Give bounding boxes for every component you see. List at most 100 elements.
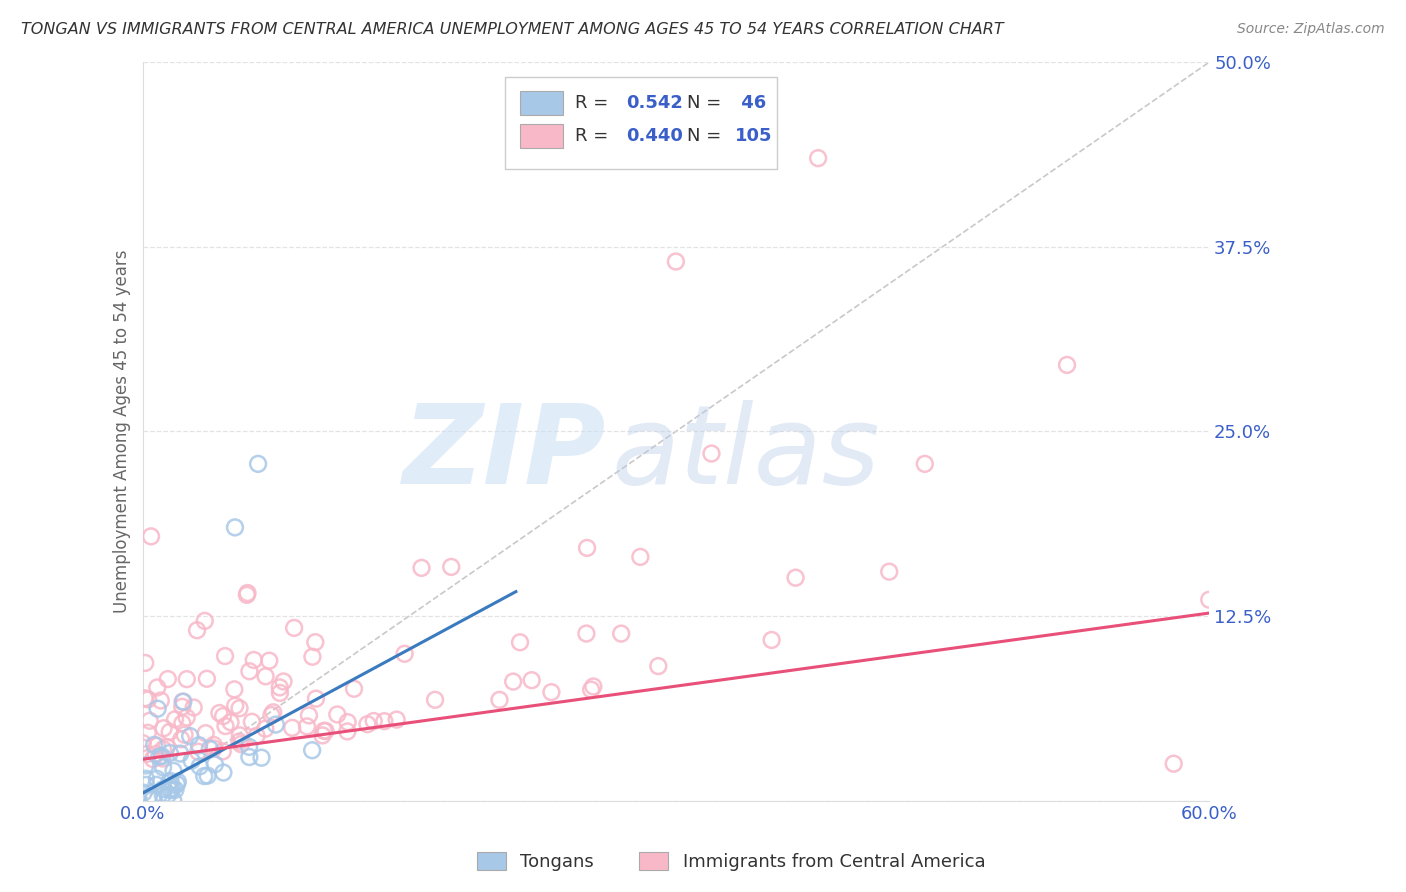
Point xyxy=(194,614,217,628)
Point xyxy=(914,457,936,471)
Point xyxy=(540,685,562,699)
Point xyxy=(269,686,291,700)
Point xyxy=(165,712,187,726)
Point xyxy=(208,706,231,720)
Point xyxy=(236,586,259,600)
Point xyxy=(238,665,260,679)
Point xyxy=(143,738,166,752)
Point xyxy=(250,750,273,764)
Point xyxy=(132,736,155,750)
Point xyxy=(877,565,900,579)
Point xyxy=(785,571,807,585)
Point xyxy=(281,721,304,735)
Point xyxy=(305,691,328,706)
FancyBboxPatch shape xyxy=(505,77,778,169)
Point xyxy=(142,789,165,804)
Point xyxy=(139,529,162,543)
Point xyxy=(180,754,202,768)
Y-axis label: Unemployment Among Ages 45 to 54 years: Unemployment Among Ages 45 to 54 years xyxy=(114,250,131,613)
Point xyxy=(363,714,385,728)
Point xyxy=(356,717,378,731)
Point xyxy=(254,669,277,683)
Text: 0.440: 0.440 xyxy=(626,127,683,145)
Point xyxy=(135,758,157,772)
Point xyxy=(138,789,160,804)
Point xyxy=(156,740,179,755)
Point xyxy=(187,745,209,759)
Point xyxy=(169,747,191,761)
Point xyxy=(172,699,194,714)
Text: R =: R = xyxy=(575,94,613,112)
Point xyxy=(138,714,160,728)
Point xyxy=(224,682,246,697)
Point xyxy=(150,749,173,764)
Text: N =: N = xyxy=(686,94,727,112)
Point xyxy=(202,738,225,752)
Point xyxy=(761,632,783,647)
Point xyxy=(132,786,155,800)
Point xyxy=(157,788,180,802)
Point xyxy=(135,778,157,792)
Point xyxy=(411,561,433,575)
Point xyxy=(149,693,172,707)
Point xyxy=(236,588,259,602)
Point xyxy=(146,681,169,695)
Point xyxy=(157,775,180,789)
Point xyxy=(229,728,252,742)
Point xyxy=(136,692,159,706)
Point xyxy=(224,698,246,713)
Point xyxy=(188,759,211,773)
Point xyxy=(211,744,233,758)
Point xyxy=(165,782,187,797)
Point xyxy=(229,737,252,751)
Point xyxy=(135,747,157,761)
Point xyxy=(195,672,218,686)
Text: 46: 46 xyxy=(734,94,766,112)
Point xyxy=(385,713,408,727)
Point xyxy=(152,789,174,803)
Point xyxy=(162,764,184,778)
Point xyxy=(146,739,169,753)
Point xyxy=(575,626,598,640)
Point xyxy=(159,724,181,739)
Point xyxy=(134,691,156,706)
Point xyxy=(148,749,170,764)
Text: N =: N = xyxy=(686,127,727,145)
Point xyxy=(336,724,359,739)
Point xyxy=(326,707,349,722)
Point xyxy=(298,708,321,723)
Point xyxy=(295,719,318,733)
Point xyxy=(336,715,359,730)
Point xyxy=(700,446,723,460)
Point xyxy=(170,732,193,747)
Text: TONGAN VS IMMIGRANTS FROM CENTRAL AMERICA UNEMPLOYMENT AMONG AGES 45 TO 54 YEARS: TONGAN VS IMMIGRANTS FROM CENTRAL AMERIC… xyxy=(21,22,1004,37)
Point xyxy=(312,723,335,738)
Point xyxy=(214,719,236,733)
Point xyxy=(647,659,669,673)
Point xyxy=(176,672,198,686)
Point xyxy=(142,792,165,806)
Point xyxy=(179,729,201,743)
Point xyxy=(146,702,169,716)
Point xyxy=(212,765,235,780)
Point xyxy=(311,728,333,742)
Point xyxy=(509,635,531,649)
Point xyxy=(579,682,602,697)
Point xyxy=(183,700,205,714)
Point xyxy=(152,751,174,765)
Point xyxy=(145,778,167,792)
Point xyxy=(254,722,277,736)
Text: atlas: atlas xyxy=(612,400,880,507)
Point xyxy=(219,715,242,730)
Point xyxy=(576,541,599,555)
Point xyxy=(1198,592,1220,607)
Point xyxy=(440,560,463,574)
Point xyxy=(373,714,395,729)
Point xyxy=(214,649,236,664)
Point xyxy=(159,746,181,760)
Point xyxy=(136,726,159,740)
Text: R =: R = xyxy=(575,127,613,145)
Point xyxy=(242,653,264,667)
Point xyxy=(162,781,184,796)
Point xyxy=(197,769,219,783)
